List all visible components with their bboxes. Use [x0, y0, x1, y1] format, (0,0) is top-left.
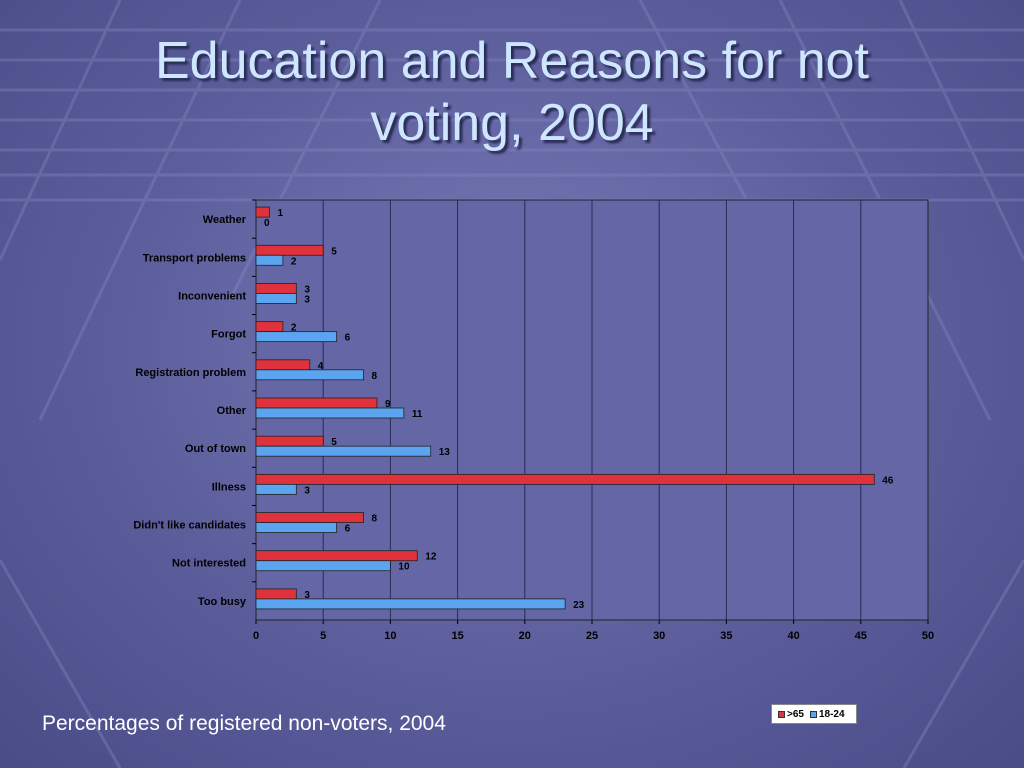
slide-title-line-2: voting, 2004: [370, 94, 654, 152]
x-tick-label: 20: [519, 630, 531, 642]
legend-swatch-18-24: [809, 710, 817, 718]
chart-caption: Percentages of registered non-voters, 20…: [42, 712, 446, 735]
data-label: 23: [573, 600, 585, 611]
data-label: 4: [318, 361, 324, 372]
x-tick-label: 35: [720, 630, 732, 642]
data-label: 10: [398, 562, 410, 573]
bar-18-24: [255, 407, 405, 419]
data-label: 9: [385, 399, 391, 410]
category-label: Registration problem: [135, 367, 246, 379]
slide-title: Education and Reasons for not voting, 20…: [60, 30, 964, 154]
bar-over65: [255, 473, 875, 485]
bar-over65: [255, 244, 324, 256]
bar-over65: [255, 206, 270, 218]
bar-over65: [255, 512, 364, 523]
legend-label-over65: >65: [787, 708, 804, 720]
data-label: 46: [882, 475, 894, 486]
category-label: Transport problems: [143, 252, 246, 264]
data-label: 11: [412, 409, 423, 420]
category-label: Didn't like candidates: [133, 520, 246, 532]
data-label: 2: [291, 256, 297, 267]
bar-over65: [255, 550, 418, 562]
category-label: Too busy: [198, 596, 247, 608]
bar-18-24: [255, 598, 566, 610]
data-label: 13: [439, 447, 451, 458]
category-label: Weather: [203, 214, 247, 226]
chart-legend: >65 18-24: [771, 704, 857, 724]
legend-item-18-24: 18-24: [809, 708, 845, 720]
category-label: Not interested: [172, 558, 246, 570]
data-label: 1: [277, 208, 283, 219]
x-tick-label: 50: [922, 630, 934, 642]
x-tick-label: 0: [253, 630, 259, 642]
legend-label-18-24: 18-24: [818, 708, 845, 720]
legend-swatch-over65: [778, 710, 785, 718]
category-label: Inconvenient: [178, 290, 246, 302]
bar-over65: [255, 397, 378, 409]
data-label: 6: [345, 333, 351, 344]
bar-over65: [255, 283, 297, 294]
bar-18-24: [255, 522, 338, 533]
data-label: 0: [264, 218, 270, 229]
data-label: 5: [331, 246, 337, 257]
bar-18-24: [255, 483, 297, 495]
data-label: 3: [304, 590, 310, 601]
x-tick-label: 30: [653, 630, 665, 642]
x-tick-label: 15: [451, 630, 463, 642]
data-label: 8: [372, 514, 378, 525]
bar-over65: [255, 321, 284, 333]
x-tick-label: 10: [384, 630, 396, 642]
bar-18-24: [255, 560, 391, 572]
bar-over65: [255, 435, 324, 447]
slide-title-line-1: Education and Reasons for not: [154, 32, 870, 90]
x-tick-label: 5: [320, 630, 326, 642]
bar-18-24: [255, 445, 432, 457]
bar-18-24: [255, 331, 338, 343]
x-tick-label: 25: [586, 630, 598, 642]
bar-18-24: [255, 293, 297, 304]
category-label: Out of town: [185, 443, 246, 455]
category-label: Other: [217, 405, 247, 417]
x-tick-label: 45: [855, 630, 867, 642]
data-label: 2: [291, 323, 297, 334]
data-label: 6: [345, 524, 351, 535]
data-label: 5: [331, 437, 337, 448]
bar-18-24: [255, 369, 364, 381]
data-label: 3: [304, 294, 310, 305]
category-label: Illness: [212, 481, 246, 493]
data-label: 12: [425, 552, 437, 563]
legend-item-over65: >65: [778, 709, 804, 720]
bar-over65: [255, 359, 311, 371]
data-label: 8: [372, 371, 378, 382]
data-label: 3: [304, 485, 310, 496]
bar-over65: [255, 588, 297, 600]
category-label: Forgot: [211, 329, 246, 341]
data-label: 3: [304, 284, 310, 295]
bar-18-24: [255, 254, 284, 266]
x-tick-label: 40: [787, 630, 799, 642]
